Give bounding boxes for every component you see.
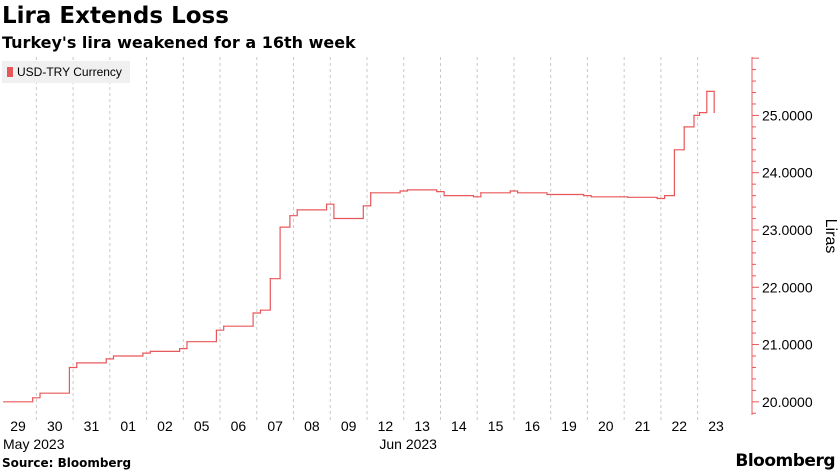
series-usd-try xyxy=(3,90,715,403)
data-point-18 xyxy=(296,209,298,211)
x-tick-label-15: 15 xyxy=(488,418,504,434)
chart-title: Lira Extends Loss xyxy=(2,3,229,29)
x-tick-label-13: 13 xyxy=(414,418,430,434)
data-point-28 xyxy=(480,192,482,194)
data-point-0 xyxy=(3,401,5,403)
data-point-16 xyxy=(279,226,281,228)
x-tick-label-09: 09 xyxy=(341,418,357,434)
bloomberg-logo: Bloomberg xyxy=(735,451,835,471)
data-point-20 xyxy=(333,217,335,220)
data-point-1 xyxy=(32,397,34,399)
y-tick-label-22.0000: 22.0000 xyxy=(762,279,813,295)
y-axis-label: Liras xyxy=(822,219,839,254)
data-point-22 xyxy=(370,192,372,194)
data-point-23 xyxy=(399,190,401,192)
x-tick-label-08: 08 xyxy=(304,418,320,434)
data-point-19 xyxy=(325,203,328,205)
source-note: Source: Bloomberg xyxy=(2,456,132,470)
x-tick-label-22: 22 xyxy=(671,418,687,434)
data-point-24 xyxy=(406,189,409,191)
data-point-39 xyxy=(673,149,675,151)
data-point-33 xyxy=(583,195,585,197)
legend-label: USD-TRY Currency xyxy=(17,65,122,79)
x-month-label-0: May 2023 xyxy=(3,436,65,452)
data-point-7 xyxy=(142,352,144,354)
data-point-10 xyxy=(186,341,188,343)
x-tick-label-19: 19 xyxy=(561,418,577,434)
chart-subtitle: Turkey's lira weakened for a 16th week xyxy=(2,33,356,52)
x-tick-label-29: 29 xyxy=(10,418,26,434)
x-tick-label-21: 21 xyxy=(635,418,651,434)
x-tick-label-23: 23 xyxy=(708,418,724,434)
data-point-4 xyxy=(76,362,78,364)
data-point-5 xyxy=(105,358,107,360)
data-point-17 xyxy=(289,215,291,217)
y-tick-label-23.0000: 23.0000 xyxy=(762,222,813,238)
x-tick-label-05: 05 xyxy=(194,418,210,434)
data-point-26 xyxy=(443,195,445,197)
data-point-15 xyxy=(269,278,271,280)
x-tick-label-30: 30 xyxy=(47,418,63,434)
x-month-label-1: Jun 2023 xyxy=(379,436,437,452)
data-point-2 xyxy=(39,392,41,394)
y-axis: 20.0000 21.0000 22.0000 23.0000 24.0000 25.00… xyxy=(751,57,839,415)
data-point-30 xyxy=(517,192,519,194)
data-point-36 xyxy=(627,196,629,198)
data-point-32 xyxy=(553,193,555,196)
data-point-27 xyxy=(472,196,475,198)
data-point-43 xyxy=(706,90,708,92)
data-point-44 xyxy=(713,111,715,114)
x-tick-label-20: 20 xyxy=(598,418,614,434)
data-point-40 xyxy=(683,126,685,128)
x-tick-label-16: 16 xyxy=(525,418,541,434)
data-point-35 xyxy=(619,196,622,198)
data-point-37 xyxy=(656,197,658,200)
x-tick-label-12: 12 xyxy=(378,418,394,434)
x-tick-label-31: 31 xyxy=(84,418,100,434)
data-point-21 xyxy=(362,205,364,207)
vertical-gridlines xyxy=(35,57,699,421)
data-point-31 xyxy=(546,193,548,196)
data-point-6 xyxy=(112,355,115,357)
data-point-3 xyxy=(68,366,71,369)
data-point-8 xyxy=(149,350,151,353)
data-point-25 xyxy=(436,191,438,193)
y-tick-label-24.0000: 24.0000 xyxy=(762,165,813,181)
data-point-12 xyxy=(223,325,225,327)
x-tick-label-07: 07 xyxy=(267,418,283,434)
data-point-29 xyxy=(509,190,511,192)
data-point-42 xyxy=(698,111,701,114)
data-point-14 xyxy=(259,309,262,311)
data-point-41 xyxy=(693,114,695,117)
x-tick-label-14: 14 xyxy=(451,418,467,434)
x-tick-label-06: 06 xyxy=(231,418,247,434)
legend: USD-TRY Currency xyxy=(2,61,130,83)
legend-swatch xyxy=(7,67,13,77)
y-tick-label-20.0000: 20.0000 xyxy=(762,394,813,410)
x-tick-label-01: 01 xyxy=(120,418,136,434)
data-point-38 xyxy=(663,195,666,197)
x-axis: 29 30 31 01 02 05 06 07 08 09 12 13 14 15 16 19 20 21 22 23… xyxy=(3,418,724,452)
data-point-9 xyxy=(179,347,181,350)
data-point-34 xyxy=(590,196,592,198)
y-tick-label-21.0000: 21.0000 xyxy=(762,337,813,353)
data-point-13 xyxy=(252,312,254,314)
x-tick-label-02: 02 xyxy=(157,418,173,434)
y-tick-label-25.0000: 25.0000 xyxy=(762,107,813,123)
data-point-11 xyxy=(215,329,217,331)
